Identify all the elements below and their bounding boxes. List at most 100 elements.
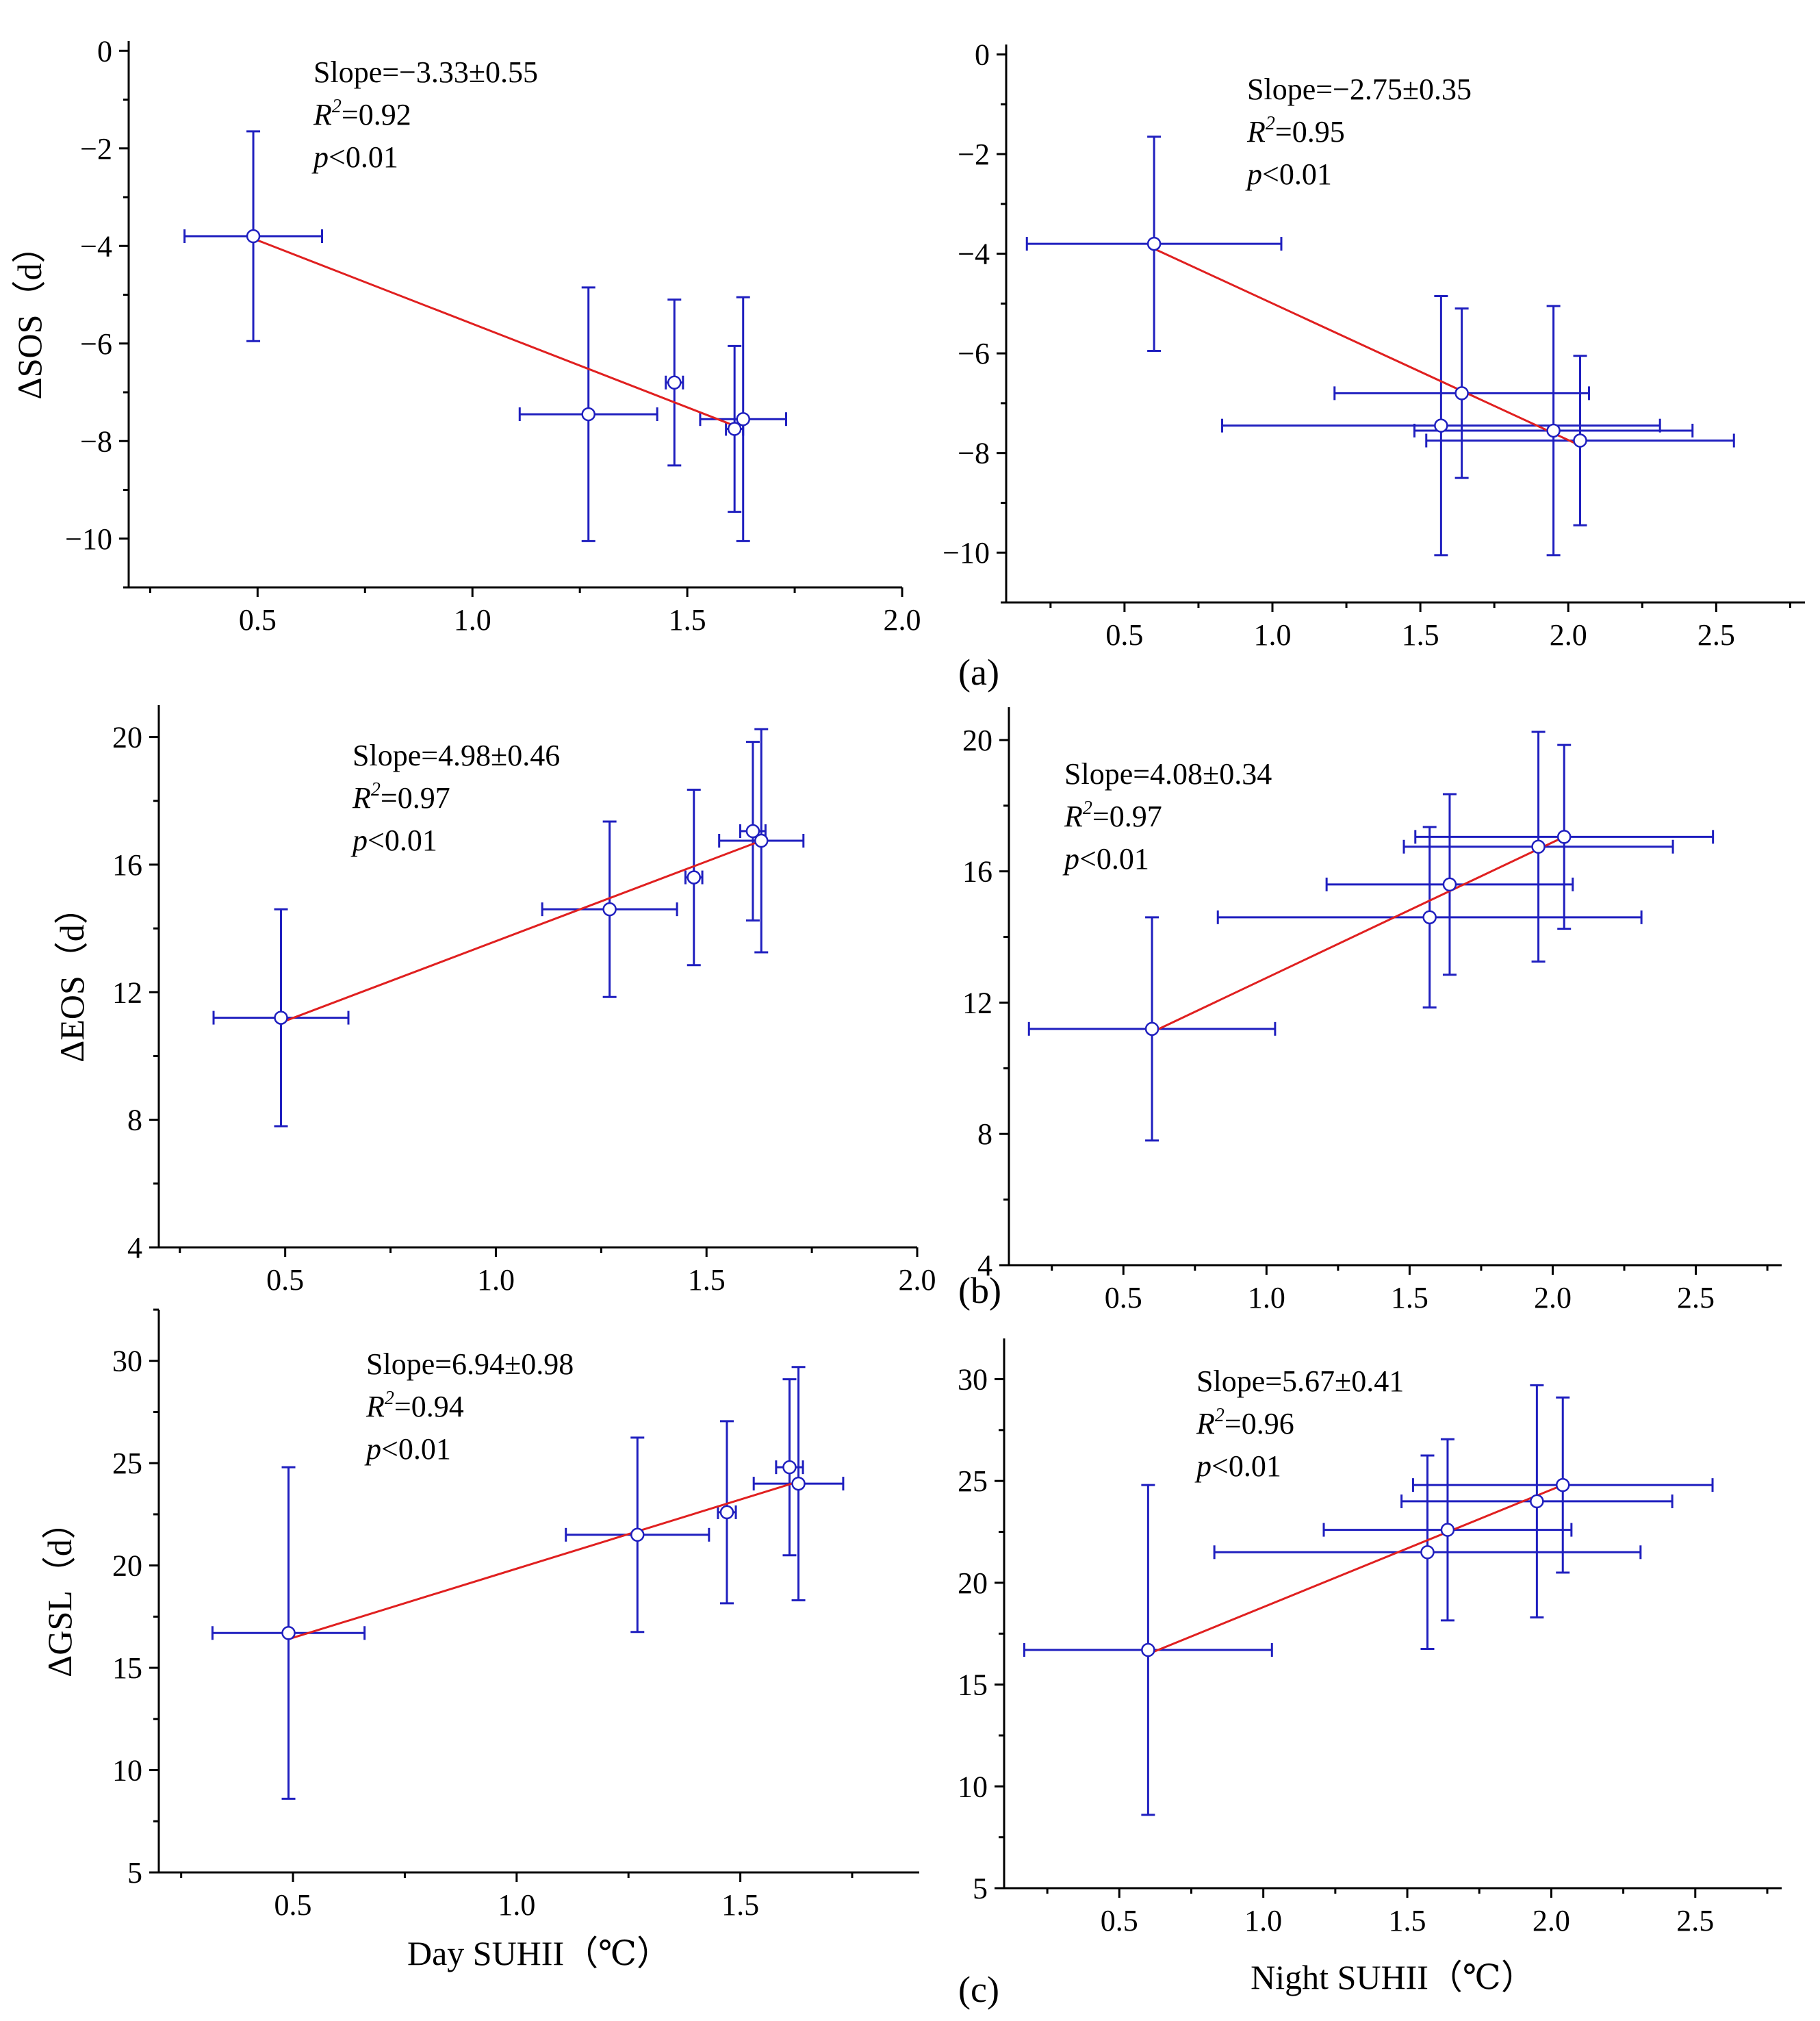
y-tick-label: 10 xyxy=(112,1754,142,1788)
x-tick-label: 1.5 xyxy=(1389,1904,1426,1937)
chart-eos-day: 4 8 12 16 20 0.5 1.0 1.5 2.0 ΔEOS（d） Slope=4.98±0.… xyxy=(53,705,936,1297)
data-point xyxy=(745,824,760,839)
data-point xyxy=(1573,433,1587,448)
x-tick-label: 2.0 xyxy=(884,603,921,637)
data-point xyxy=(581,407,595,422)
y-axis-label: ΔGSL（d） xyxy=(40,1505,79,1677)
regression-line xyxy=(1151,836,1565,1033)
x-tick-label: 1.0 xyxy=(1254,618,1292,652)
x-tick-label: 0.5 xyxy=(1105,1281,1142,1314)
regression-line xyxy=(253,238,739,429)
data-point xyxy=(727,422,742,436)
x-tick-label: 0.5 xyxy=(274,1888,312,1922)
panel-label-c: (c) xyxy=(958,1969,999,2010)
data-point xyxy=(1420,1545,1435,1560)
x-tick-label: 2.5 xyxy=(1676,1904,1714,1937)
y-tick-label: 0 xyxy=(97,34,112,68)
x-tick-label: 2.0 xyxy=(1533,1904,1570,1937)
data-point xyxy=(791,1476,806,1491)
x-tick-label: 2.5 xyxy=(1677,1281,1715,1314)
y-tick-label: −6 xyxy=(80,327,112,361)
x-tick-label: 1.5 xyxy=(1391,1281,1428,1314)
chart-sos-night: 0 −2 −4 −6 −8 −10 0.5 1.0 1.5 2.0 2.5 Slope=−2.75±0… xyxy=(943,38,1805,652)
chart-gsl-night: 5 10 15 20 25 30 0.5 1.0 1.5 2.0 2.5 Night SUHII（℃）… xyxy=(958,1338,1782,1996)
p-value-annotation: p<0.01 xyxy=(364,1432,451,1466)
p-value-annotation: p<0.01 xyxy=(350,824,437,857)
y-tick-label: 10 xyxy=(958,1770,988,1803)
chart-gsl-day: 5 10 15 20 25 30 0.5 1.0 1.5 ΔGSL（d） Day SUHII（℃） S… xyxy=(40,1308,919,1972)
y-tick-label: 16 xyxy=(112,848,142,882)
data-point xyxy=(687,870,702,885)
regression-line xyxy=(1153,247,1581,447)
chart-sos-day: 0 −2 −4 −6 −8 −10 0.5 1.0 1.5 2.0 ΔSOS（d） Slope=−3.… xyxy=(10,34,921,637)
data-point xyxy=(1442,877,1457,892)
slope-annotation: Slope=−3.33±0.55 xyxy=(313,55,538,89)
y-tick-label: 12 xyxy=(112,976,142,1009)
y-tick-label: 8 xyxy=(127,1104,142,1137)
y-tick-label: 16 xyxy=(962,855,992,889)
x-tick-label: 1.0 xyxy=(1244,1904,1282,1937)
data-point xyxy=(736,411,750,427)
r-squared-annotation: R2=0.96 xyxy=(1196,1405,1294,1440)
y-tick-label: 15 xyxy=(958,1668,988,1702)
data-point xyxy=(630,1527,645,1542)
data-point xyxy=(1141,1642,1155,1657)
y-tick-label: 5 xyxy=(127,1856,142,1890)
x-tick-label: 2.5 xyxy=(1697,618,1735,652)
x-tick-label: 0.5 xyxy=(266,1263,304,1297)
y-tick-label: −4 xyxy=(80,229,112,263)
panel-label-a: (a) xyxy=(958,652,999,693)
data-point xyxy=(782,1460,797,1475)
regression-line xyxy=(288,1480,799,1640)
data-point xyxy=(754,833,769,848)
x-tick-label: 1.0 xyxy=(1248,1281,1285,1314)
y-tick-label: 30 xyxy=(958,1362,988,1396)
data-point xyxy=(1146,236,1162,251)
data-point xyxy=(1530,1494,1544,1509)
p-value-annotation: p<0.01 xyxy=(1194,1449,1281,1483)
x-axis-label: Day SUHII（℃） xyxy=(407,1934,671,1972)
x-tick-label: 2.0 xyxy=(1550,618,1587,652)
y-tick-label: −6 xyxy=(958,337,990,370)
y-tick-label: −10 xyxy=(943,536,990,570)
data-point xyxy=(1440,1523,1455,1537)
y-tick-label: −2 xyxy=(958,138,990,171)
y-axis-label: ΔSOS（d） xyxy=(10,229,49,400)
x-tick-label: 0.5 xyxy=(1101,1904,1138,1937)
y-tick-label: 4 xyxy=(977,1249,992,1282)
data-point xyxy=(1422,910,1437,925)
y-tick-label: −4 xyxy=(958,238,990,271)
data-point xyxy=(246,229,261,244)
y-tick-label: 20 xyxy=(962,724,992,757)
y-tick-label: 8 xyxy=(977,1117,992,1151)
y-tick-label: 0 xyxy=(975,38,990,72)
data-point xyxy=(667,375,682,390)
r-squared-annotation: R2=0.97 xyxy=(1064,798,1162,833)
p-value-annotation: p<0.01 xyxy=(1245,157,1332,191)
y-tick-label: 25 xyxy=(112,1447,142,1480)
r-squared-annotation: R2=0.94 xyxy=(366,1388,464,1423)
slope-annotation: Slope=−2.75±0.35 xyxy=(1247,73,1472,106)
y-tick-label: −10 xyxy=(65,522,112,556)
data-point xyxy=(281,1626,296,1640)
r-squared-annotation: R2=0.97 xyxy=(352,779,450,815)
x-tick-label: 2.0 xyxy=(1534,1281,1572,1314)
y-axis-label: ΔEOS（d） xyxy=(53,890,91,1063)
y-tick-label: 4 xyxy=(127,1231,142,1264)
data-point xyxy=(1556,830,1572,844)
y-tick-label: 5 xyxy=(973,1872,988,1905)
x-tick-label: 1.0 xyxy=(498,1888,535,1922)
y-tick-label: −2 xyxy=(80,132,112,166)
slope-annotation: Slope=6.94±0.98 xyxy=(366,1347,574,1381)
p-value-annotation: p<0.01 xyxy=(1062,842,1149,876)
r-squared-annotation: R2=0.95 xyxy=(1246,113,1345,149)
x-tick-label: 0.5 xyxy=(1105,618,1143,652)
data-point xyxy=(274,1010,288,1025)
data-point xyxy=(1454,386,1469,401)
x-tick-label: 1.5 xyxy=(1402,618,1439,652)
p-value-annotation: p<0.01 xyxy=(311,140,398,174)
y-tick-label: 20 xyxy=(112,1549,142,1583)
y-tick-label: 20 xyxy=(958,1566,988,1600)
data-point xyxy=(1531,839,1546,854)
y-tick-label: 15 xyxy=(112,1651,142,1685)
